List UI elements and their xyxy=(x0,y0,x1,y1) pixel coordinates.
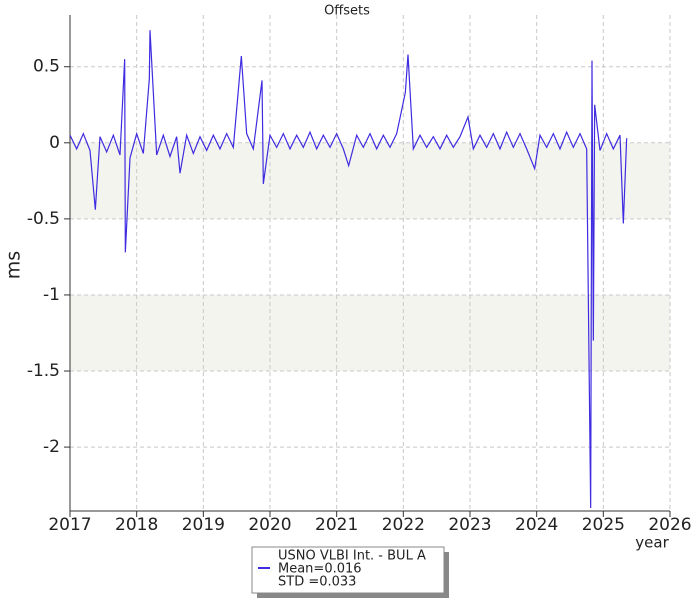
y-tick-label: 0 xyxy=(49,133,60,153)
x-tick-label: 2025 xyxy=(582,515,625,535)
y-tick-label: 0.5 xyxy=(33,57,60,77)
x-tick-label: 2023 xyxy=(448,515,491,535)
legend-note: STD =0.033 xyxy=(278,575,356,590)
x-tick-label: 2019 xyxy=(182,515,225,535)
x-tick-label: 2022 xyxy=(382,515,425,535)
x-axis-label: year xyxy=(635,534,669,552)
x-tick-label: 2026 xyxy=(648,515,691,535)
plot-area: 0.5 0 -0.5 -1 -1.5 -2 2017 2018 2019 2020 2021 2022… xyxy=(27,15,692,535)
x-tick-label: 2024 xyxy=(515,515,558,535)
y-tick-label: -1.5 xyxy=(27,361,60,381)
chart-title: Offsets xyxy=(324,4,370,19)
legend-label: USNO VLBI Int. - BUL A xyxy=(278,549,426,564)
x-tick-label: 2017 xyxy=(48,515,91,535)
x-tick-label: 2020 xyxy=(248,515,291,535)
x-tick-label: 2018 xyxy=(115,515,158,535)
band xyxy=(70,142,670,219)
legend-note: Mean=0.016 xyxy=(278,562,362,577)
y-tick-label: -2 xyxy=(43,437,60,457)
y-tick-label: -1 xyxy=(43,285,60,305)
y-tick-label: -0.5 xyxy=(27,209,60,229)
x-tick-label: 2021 xyxy=(315,515,358,535)
legend: USNO VLBI Int. - BUL A Mean=0.016 STD =0… xyxy=(251,546,449,598)
legend-box xyxy=(251,546,445,594)
band xyxy=(70,294,670,372)
series-line xyxy=(69,30,628,508)
y-axis-label: ms xyxy=(3,251,25,279)
